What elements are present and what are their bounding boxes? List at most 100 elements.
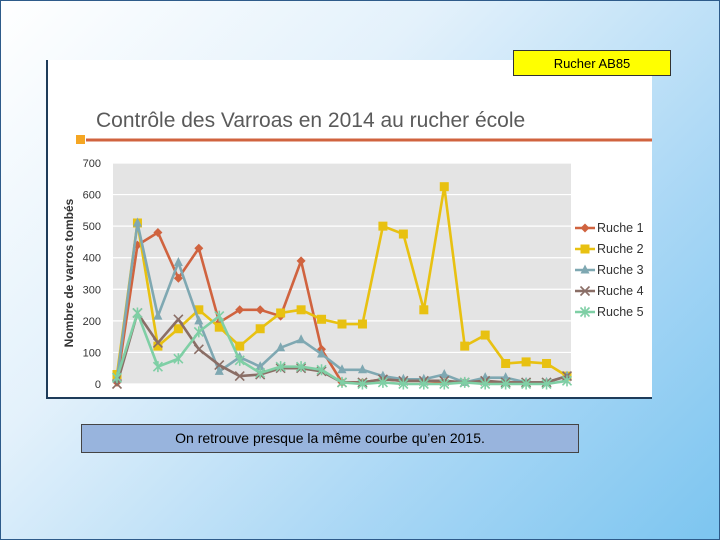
data-point <box>152 337 163 349</box>
legend-label: Ruche 2 <box>597 242 644 256</box>
data-point <box>235 305 245 315</box>
legend-item: Ruche 1 <box>575 221 644 235</box>
data-point <box>336 376 348 388</box>
data-point <box>153 341 163 351</box>
data-point <box>132 217 142 227</box>
data-point <box>357 319 367 329</box>
data-point <box>398 229 408 239</box>
data-point <box>234 371 245 382</box>
data-point <box>132 307 143 319</box>
y-tick-label: 500 <box>83 221 101 233</box>
data-point <box>296 256 306 266</box>
data-point <box>579 285 591 297</box>
series-5 <box>111 307 573 390</box>
data-point <box>501 372 511 382</box>
data-point <box>501 358 511 368</box>
title-accent-square <box>76 135 85 144</box>
line-chart: Contrôle des Varroas en 2014 au rucher é… <box>62 109 652 391</box>
y-tick-label: 0 <box>95 379 101 391</box>
data-point <box>377 376 388 388</box>
y-tick-label: 200 <box>83 316 101 328</box>
data-point <box>541 378 552 390</box>
data-point <box>337 364 347 374</box>
data-point <box>214 322 224 332</box>
data-point <box>316 364 327 376</box>
data-point <box>173 256 183 266</box>
legend-item: Ruche 5 <box>575 305 644 319</box>
data-point <box>439 378 450 390</box>
data-point <box>480 330 490 340</box>
data-point <box>214 365 224 375</box>
data-point <box>439 182 449 192</box>
chart-title: Contrôle des Varroas en 2014 au rucher é… <box>96 109 525 132</box>
data-point <box>111 372 123 384</box>
data-point <box>580 264 590 274</box>
legend-label: Ruche 3 <box>597 263 644 277</box>
data-point <box>317 348 327 358</box>
legend-item: Ruche 3 <box>575 263 644 277</box>
data-point <box>337 319 347 329</box>
data-point <box>194 243 204 253</box>
legend-item: Ruche 2 <box>575 242 644 256</box>
legend-label: Ruche 1 <box>597 221 644 235</box>
legend-label: Ruche 5 <box>597 305 644 319</box>
data-point <box>235 341 245 351</box>
y-tick-label: 600 <box>83 190 101 202</box>
data-point <box>234 354 245 366</box>
legend: Ruche 1 Ruche 2 Ruche 3 Ruche 4 Ruche 5 <box>575 221 644 319</box>
data-point <box>480 378 491 390</box>
data-point <box>173 273 183 283</box>
data-point <box>580 223 590 233</box>
data-point <box>276 308 286 318</box>
data-point <box>357 378 368 390</box>
data-point <box>214 359 225 371</box>
data-point <box>296 334 306 344</box>
data-point <box>194 305 204 315</box>
y-tick-label: 400 <box>83 253 101 265</box>
data-point <box>439 369 449 379</box>
data-point <box>296 361 307 373</box>
y-tick-label: 100 <box>83 347 101 359</box>
data-point <box>459 376 470 388</box>
y-tick-label: 700 <box>83 158 101 170</box>
data-point <box>542 358 552 368</box>
data-point <box>580 244 590 254</box>
data-point <box>579 306 591 318</box>
data-point <box>173 353 184 365</box>
data-point <box>275 361 286 373</box>
legend-item: Ruche 4 <box>575 284 644 298</box>
y-tick-labels: 0 100 200 300 400 500 600 700 <box>83 158 101 391</box>
data-point <box>296 305 306 315</box>
data-point <box>255 324 265 334</box>
data-point <box>152 361 163 373</box>
data-point <box>521 357 531 367</box>
data-point <box>357 364 367 374</box>
data-point <box>460 341 470 351</box>
data-point <box>255 305 265 315</box>
y-axis-label: Nombre de varros tombés <box>62 198 76 347</box>
data-point <box>255 367 266 379</box>
data-point <box>193 344 204 355</box>
data-point <box>194 315 204 325</box>
data-point <box>214 310 225 322</box>
data-point <box>418 378 429 390</box>
data-point <box>317 314 327 324</box>
data-point <box>561 375 573 387</box>
data-point <box>398 378 409 390</box>
legend-label: Ruche 4 <box>597 284 644 298</box>
data-point <box>500 378 511 390</box>
chart-picture: Contrôle des Varroas en 2014 au rucher é… <box>46 60 652 399</box>
data-point <box>173 314 184 325</box>
data-point <box>153 227 163 237</box>
data-point <box>153 310 163 320</box>
data-point <box>193 326 204 338</box>
data-point <box>378 221 388 231</box>
series-lines <box>111 182 573 390</box>
data-point <box>521 378 532 390</box>
data-point <box>173 324 183 334</box>
y-tick-label: 300 <box>83 284 101 296</box>
data-point <box>419 305 429 315</box>
data-point <box>276 342 286 352</box>
data-point <box>255 361 265 371</box>
